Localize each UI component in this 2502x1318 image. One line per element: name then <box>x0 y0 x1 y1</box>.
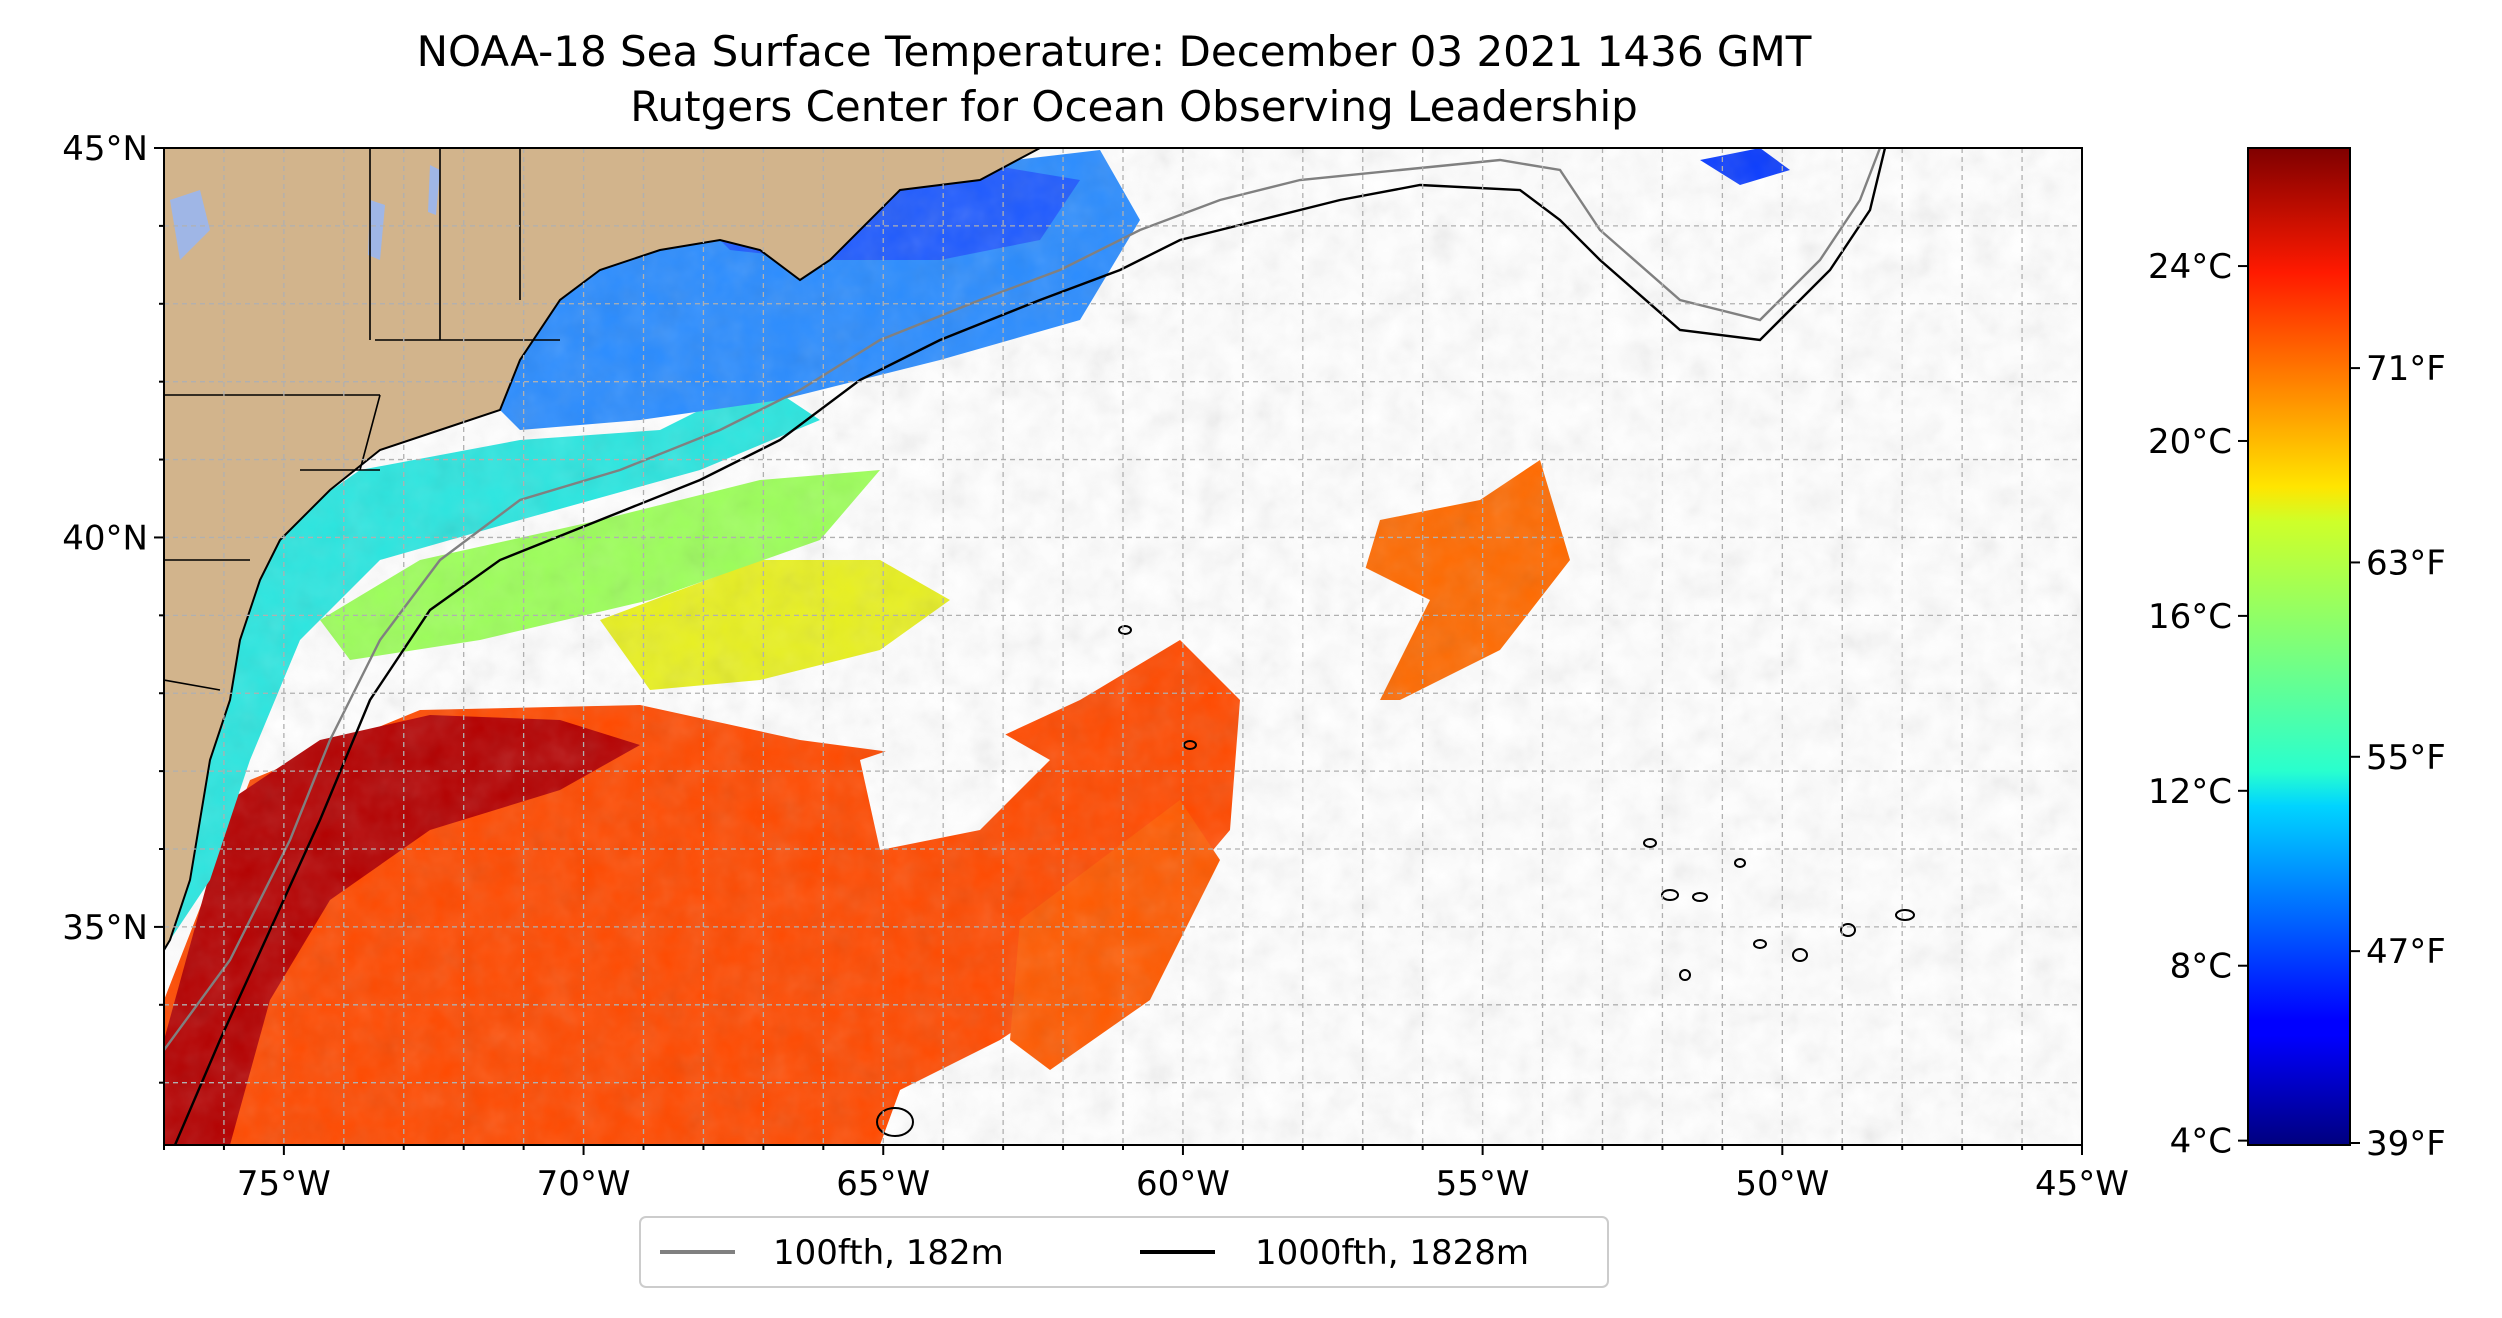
isobath-100fth <box>164 148 1882 1051</box>
celsius-tick-label: 12°C <box>2148 772 2232 812</box>
celsius-tick-label: 8°C <box>2170 947 2232 987</box>
isobath-1000fth <box>173 148 1887 1145</box>
fahrenheit-tick-label: 71°F <box>2366 349 2446 389</box>
lat-tick-label: 40°N <box>62 518 148 558</box>
chart-title: NOAA-18 Sea Surface Temperature: Decembe… <box>417 27 1812 76</box>
lon-tick-label: 60°W <box>1136 1164 1230 1204</box>
lon-tick-label: 50°W <box>1735 1164 1829 1204</box>
gridlines <box>164 148 2082 1145</box>
lakes <box>170 165 440 260</box>
colorbar-celsius-axis: 24°C 20°C 16°C 12°C 8°C 4°C <box>2148 247 2248 1162</box>
celsius-tick-label: 24°C <box>2148 247 2232 287</box>
longitude-axis: 75°W 70°W 65°W 60°W 55°W 50°W 45°W <box>163 1145 2129 1204</box>
legend-box <box>639 1216 1609 1288</box>
legend-label-100fth: 100fth, 182m <box>773 1233 1004 1273</box>
fahrenheit-tick-label: 55°F <box>2366 738 2446 778</box>
lon-tick-label: 65°W <box>836 1164 930 1204</box>
state-borders <box>164 148 560 691</box>
colorbar-fahrenheit-axis: 71°F 63°F 55°F 47°F 39°F <box>2350 349 2446 1164</box>
colorbar: 24°C 20°C 16°C 12°C 8°C 4°C 71°F 63°F 55°F 47°F 3… <box>2148 147 2446 1164</box>
colorbar-gradient <box>2247 147 2351 1146</box>
lon-tick-label: 55°W <box>1436 1164 1530 1204</box>
lon-tick-label: 70°W <box>537 1164 631 1204</box>
lat-tick-label: 35°N <box>62 908 148 948</box>
celsius-tick-label: 16°C <box>2148 597 2232 637</box>
legend: 100fth, 182m 1000fth, 1828m <box>639 1216 1609 1288</box>
lon-tick-label: 45°W <box>2035 1164 2129 1204</box>
latitude-axis: 45°N 40°N 35°N <box>62 129 164 1084</box>
map-panel <box>164 148 2082 1145</box>
seamount-contours <box>876 625 1915 1137</box>
chart-subtitle: Rutgers Center for Ocean Observing Leade… <box>630 82 1638 131</box>
celsius-tick-label: 4°C <box>2170 1122 2232 1162</box>
fahrenheit-tick-label: 63°F <box>2366 543 2446 583</box>
lon-tick-label: 75°W <box>237 1164 331 1204</box>
fahrenheit-tick-label: 39°F <box>2366 1124 2446 1164</box>
lat-tick-label: 45°N <box>62 129 148 169</box>
fahrenheit-tick-label: 47°F <box>2366 932 2446 972</box>
land-mass <box>164 148 1041 952</box>
celsius-tick-label: 20°C <box>2148 422 2232 462</box>
legend-label-1000fth: 1000fth, 1828m <box>1255 1233 1529 1273</box>
